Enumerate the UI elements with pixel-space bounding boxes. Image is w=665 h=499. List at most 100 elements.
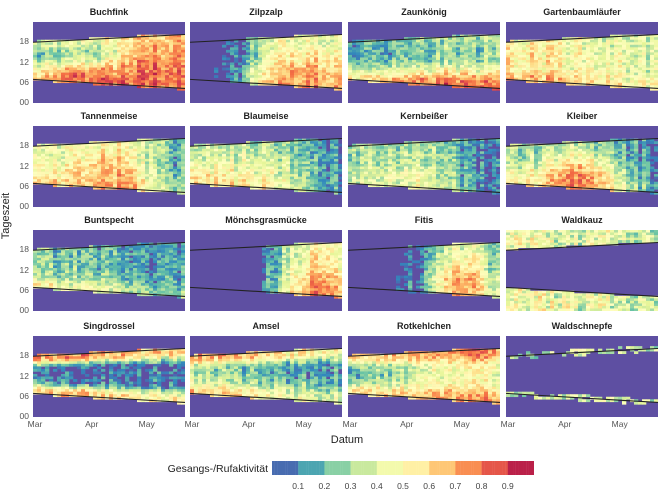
heatmap-cell [234, 161, 239, 165]
heatmap-cell [408, 54, 413, 58]
heatmap-cell [514, 151, 519, 155]
heatmap-cell [137, 171, 142, 175]
heatmap-cell [173, 138, 178, 142]
heatmap-cell [278, 37, 283, 41]
heatmap-cell [133, 184, 138, 188]
heatmap-cell [153, 176, 158, 180]
heatmap-cell [630, 39, 635, 43]
heatmap-cell [456, 75, 461, 78]
heatmap-cell [530, 72, 535, 76]
heatmap-cell [594, 67, 599, 71]
heatmap-cell [57, 77, 62, 81]
heatmap-cell [376, 179, 381, 182]
heatmap-cell [416, 65, 421, 68]
heatmap-cell [270, 77, 275, 81]
heatmap-cell [49, 75, 54, 78]
heatmap-cell [334, 42, 339, 46]
heatmap-cell [618, 52, 623, 56]
heatmap-cell [105, 148, 110, 152]
heatmap-cell [472, 166, 477, 170]
heatmap-cell [89, 148, 94, 152]
heatmap-cell [141, 39, 146, 43]
heatmap-cell [338, 49, 342, 53]
heatmap-cell [129, 57, 134, 61]
heatmap-cell [492, 47, 497, 51]
heatmap-cell [258, 143, 263, 147]
heatmap-cell [274, 171, 279, 175]
heatmap-cell [530, 148, 535, 152]
heatmap-cell [81, 52, 86, 56]
heatmap-cell [412, 44, 417, 48]
heatmap-cell [562, 39, 567, 43]
heatmap-cell [638, 39, 643, 43]
heatmap-cell [294, 85, 299, 89]
heatmap-cell [306, 156, 311, 160]
heatmap-cell [338, 34, 342, 38]
heatmap-cell [306, 186, 311, 190]
heatmap-cell [226, 39, 231, 43]
heatmap-cell [181, 171, 185, 175]
heatmap-cell [125, 39, 130, 43]
heatmap-cell [360, 70, 365, 73]
heatmap-cell [161, 77, 166, 81]
heatmap-cell [334, 44, 339, 48]
heatmap-cell [101, 65, 106, 68]
heatmap-cell [408, 49, 413, 53]
heatmap-cell [173, 161, 178, 165]
heatmap-cell [570, 80, 575, 84]
heatmap-cell [526, 148, 531, 152]
heatmap-cell [33, 158, 38, 162]
heatmap-cell [338, 54, 342, 58]
heatmap-cell [290, 186, 295, 190]
heatmap-cell [364, 47, 369, 51]
heatmap-cell [113, 49, 118, 53]
heatmap-cell [121, 37, 126, 41]
heatmap-cell [153, 77, 158, 81]
heatmap-cell [468, 62, 473, 66]
heatmap-cell [286, 62, 291, 66]
heatmap-cell [356, 176, 361, 180]
heatmap-cell [145, 52, 150, 56]
heatmap-cell [161, 153, 166, 157]
heatmap-cell [334, 59, 339, 63]
heatmap-cell [440, 174, 445, 177]
heatmap-cell [57, 148, 62, 152]
heatmap-cell [37, 77, 42, 81]
heatmap-cell [173, 181, 178, 185]
heatmap-cell [330, 143, 335, 147]
heatmap-cell [476, 75, 481, 78]
heatmap-cell [246, 52, 251, 56]
heatmap-cell [408, 156, 413, 160]
heatmap-cell [202, 158, 207, 162]
heatmap-cell [396, 70, 401, 73]
heatmap-cell [290, 57, 295, 61]
heatmap-cell [428, 158, 433, 162]
heatmap-cell [538, 52, 543, 56]
heatmap-cell [69, 47, 74, 51]
heatmap-cell [510, 49, 515, 53]
heatmap-cell [310, 75, 315, 78]
heatmap-cell [338, 39, 342, 43]
heatmap-cell [145, 75, 150, 78]
heatmap-cell [360, 72, 365, 76]
heatmap-cell [392, 54, 397, 58]
heatmap-cell [33, 70, 38, 73]
heatmap-cell [416, 47, 421, 51]
heatmap-cell [125, 80, 130, 84]
heatmap-cell [558, 39, 563, 43]
heatmap-cell [416, 151, 421, 155]
heatmap-cell [452, 65, 457, 68]
heatmap-cell [638, 67, 643, 71]
heatmap-cell [133, 37, 138, 41]
heatmap-cell [530, 77, 535, 81]
heatmap-cell [137, 47, 142, 51]
heatmap-cell [578, 49, 583, 53]
heatmap-cell [396, 163, 401, 167]
heatmap-cell [326, 49, 331, 53]
heatmap-cell [496, 184, 500, 188]
heatmap-cell [173, 47, 178, 51]
heatmap-cell [416, 44, 421, 48]
heatmap-cell [404, 141, 409, 145]
heatmap-cell [646, 47, 651, 51]
heatmap-cell [169, 59, 174, 63]
